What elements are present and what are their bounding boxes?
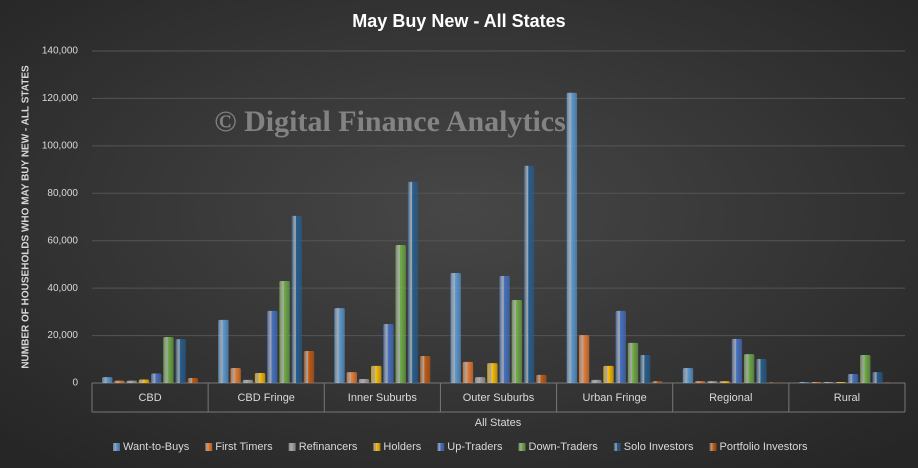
bar [523, 165, 535, 383]
x-tick-label: CBD [138, 392, 161, 404]
x-tick-label: CBD Fringe [237, 392, 294, 404]
legend-swatch [288, 443, 296, 451]
bar [395, 244, 406, 383]
y-tick-label: 140,000 [42, 46, 79, 57]
bar [150, 373, 162, 383]
x-tick-label: Inner Suburbs [348, 392, 418, 404]
bar [719, 381, 730, 383]
legend-label: First Timers [215, 441, 273, 453]
bar [640, 355, 651, 383]
bar [383, 323, 394, 383]
legend-label: Solo Investors [624, 441, 694, 453]
legend-label: Want-to-Buys [123, 441, 190, 453]
legend-label: Down-Traders [529, 441, 599, 453]
bar [847, 373, 859, 383]
bar [578, 335, 590, 383]
bar [267, 310, 278, 383]
legend-label: Portfolio Investors [720, 441, 809, 453]
y-tick-label: 40,000 [47, 283, 78, 294]
bar [835, 382, 847, 383]
bar [242, 379, 254, 383]
bar [743, 354, 755, 383]
bar [303, 350, 315, 383]
bar [358, 378, 370, 383]
bar [407, 181, 419, 383]
y-tick-label: 100,000 [42, 140, 79, 151]
y-tick-label: 20,000 [47, 330, 78, 341]
bar [627, 342, 639, 383]
bar [462, 361, 474, 383]
legend-swatch [709, 443, 717, 451]
bar [682, 368, 694, 383]
bar [536, 374, 547, 383]
bar [126, 380, 137, 383]
bar [187, 378, 199, 383]
legend-swatch [113, 443, 120, 451]
x-tick-label: Outer Suburbs [463, 392, 535, 404]
legend-swatch [205, 443, 213, 451]
bar [138, 379, 150, 383]
bar [811, 382, 822, 383]
bar [346, 372, 357, 383]
watermark: © Digital Finance Analytics [214, 105, 566, 138]
bar [474, 377, 486, 383]
bar [102, 377, 113, 383]
y-tick-label: 80,000 [47, 188, 78, 199]
bar [860, 355, 871, 383]
x-tick-label: Rural [834, 392, 860, 404]
bar [823, 382, 834, 383]
bar [652, 381, 663, 383]
bar [419, 355, 431, 383]
bar [499, 276, 510, 383]
bar [218, 319, 229, 383]
y-tick-label: 120,000 [42, 93, 79, 104]
bar [254, 373, 266, 383]
legend-label: Refinancers [299, 441, 358, 453]
bar [731, 338, 743, 383]
legend-label: Holders [383, 441, 421, 453]
y-tick-label: 0 [72, 378, 78, 389]
bar [511, 300, 523, 383]
bar [798, 382, 810, 383]
bar [603, 365, 614, 383]
bar [163, 336, 174, 383]
bar [566, 92, 578, 383]
y-tick-label: 60,000 [47, 235, 78, 246]
legend-swatch [437, 443, 445, 451]
bar [872, 372, 883, 383]
bar [230, 368, 241, 383]
bar [487, 363, 498, 383]
legend-swatch [518, 443, 526, 451]
bar [114, 380, 125, 383]
y-axis-title: NUMBER OF HOUSEHOLDS WHO MAY BUY NEW - A… [21, 65, 32, 369]
chart-title: May Buy New - All States [352, 11, 565, 31]
legend-swatch [613, 443, 621, 451]
x-tick-label: Regional [709, 392, 752, 404]
bar [371, 365, 382, 383]
x-axis-title: All States [475, 417, 522, 429]
bar [279, 281, 290, 383]
bar [175, 339, 186, 383]
bar [291, 215, 302, 383]
legend-label: Up-Traders [447, 441, 503, 453]
bar [591, 379, 602, 383]
bar [450, 272, 461, 383]
legend-swatch [373, 443, 381, 451]
x-tick-label: Urban Fringe [583, 392, 647, 404]
bar [695, 381, 706, 383]
bar [756, 359, 767, 383]
bar [707, 381, 718, 383]
bar [334, 308, 345, 383]
bar [615, 310, 626, 383]
